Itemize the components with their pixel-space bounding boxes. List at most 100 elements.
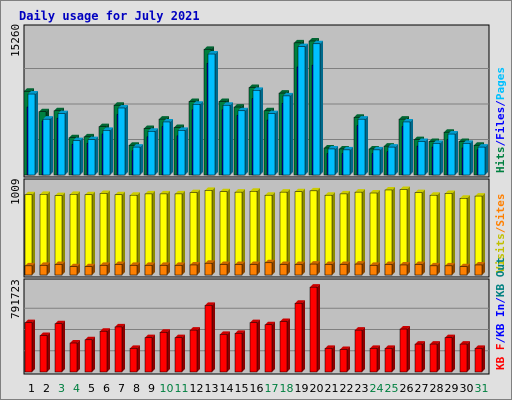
bar-kb-f-day-6-side [107,328,110,372]
panel-2-legend-item: Sites [494,194,507,227]
bar-visits-day-4-face [69,194,78,276]
bar-visits-day-12-side [197,189,200,275]
bar-kb-f-day-16-top [250,319,260,323]
bar-sites-day-24-side [377,262,380,275]
bar-sites-day-21-face [324,264,333,276]
x-tick-label-day-3: 3 [58,382,65,395]
bar-kb-f-day-30-side [467,341,470,372]
bar-pages-day-26-side [410,118,413,175]
bar-kb-f-day-11 [174,334,185,373]
bar-sites-day-26-face [399,264,408,276]
bar-kb-f-day-20-top [310,284,320,288]
x-tick-label-day-30: 30 [460,382,474,395]
bar-hits-day-20-top [309,38,319,42]
bar-visits-day-10-top [160,190,170,194]
bar-visits-day-5-side [92,191,95,275]
panel-2-legend-item: Visits [494,233,507,273]
bar-pages-day-13-face [207,53,216,176]
bar-pages-day-21 [327,145,338,176]
bar-kb-f-day-24-top [370,345,380,349]
bar-pages-day-24 [372,146,383,176]
bar-pages-day-11-side [185,127,188,175]
bar-visits-day-4-side [77,191,80,275]
bar-pages-day-19-top [298,43,308,47]
bar-kb-f-day-26-side [407,326,410,372]
panel-3-legend-item: / [494,297,507,304]
bar-hits-day-17-top [264,107,274,111]
bar-sites-day-3-side [62,261,65,275]
bar-visits-day-30-face [459,198,468,276]
bar-visits-day-11-side [182,190,185,275]
bar-sites-day-28-top [430,262,440,266]
bar-kb-f-day-12-side [197,327,200,372]
bar-sites-day-31-face [474,264,483,276]
bar-kb-f-day-18-top [280,318,290,322]
bar-pages-day-23 [357,116,368,176]
bar-kb-f-day-5-top [85,336,95,340]
bar-sites-day-7-side [122,261,125,275]
bar-pages-day-16-top [253,87,263,91]
bar-pages-day-28 [432,140,443,176]
bar-visits-day-2-side [47,191,50,275]
bar-kb-f-day-20 [309,284,320,373]
bar-pages-day-30 [462,140,473,176]
bar-kb-f-day-10-top [160,329,170,333]
bar-pages-day-27-side [425,138,428,175]
bar-pages-day-10-top [163,118,173,122]
x-tick-label-day-16: 16 [250,382,264,395]
bar-visits-day-18 [279,189,290,276]
bar-pages-day-23-side [365,116,368,175]
bar-kb-f-day-25 [384,345,395,373]
bar-hits-day-1-top [24,88,34,92]
bar-visits-day-18-side [287,189,290,275]
bar-visits-day-19-top [295,188,305,192]
bar-sites-day-29-face [444,265,453,276]
bar-sites-day-5-top [85,263,95,267]
bar-kb-f-day-30 [459,341,470,373]
x-tick-label-day-18: 18 [280,382,294,395]
bar-visits-day-19-side [302,188,305,275]
bar-sites-day-1 [24,262,35,276]
bar-pages-day-30-face [462,143,471,176]
bar-kb-f-day-12-face [189,329,198,373]
bar-kb-f-day-31-side [482,345,485,372]
bar-pages-day-17-side [275,110,278,175]
bar-pages-day-8-top [133,144,143,148]
bar-sites-day-21-side [332,261,335,275]
bar-visits-day-21-top [325,192,335,196]
bar-visits-day-29-face [444,193,453,276]
bar-pages-day-7-top [118,105,128,109]
bar-kb-f-day-9 [144,334,155,373]
bar-kb-f-day-30-face [459,343,468,373]
bar-pages-day-5 [87,136,98,176]
bar-sites-day-6-side [107,262,110,275]
panel-3-ymax-label: 791723 [9,279,22,319]
bar-kb-f-day-15 [234,330,245,373]
bar-visits-day-29-side [452,190,455,275]
bar-pages-day-12-top [193,101,203,105]
bar-sites-day-14-face [219,264,228,276]
x-tick-label-day-9: 9 [148,382,155,395]
bar-pages-day-11-face [177,130,186,176]
bar-visits-day-15-side [242,189,245,275]
x-tick-label-day-31: 31 [475,382,489,395]
bar-pages-day-21-face [327,148,336,176]
bar-visits-day-26 [399,186,410,276]
bar-sites-day-8 [129,262,140,276]
bar-kb-f-day-16-side [257,319,260,372]
bar-pages-day-31 [477,144,488,176]
panel-2: 1009 Visits/Sites [9,178,507,278]
bar-sites-day-1-face [24,265,33,276]
bar-visits-day-5-top [85,191,95,195]
bar-visits-day-23-top [355,189,365,193]
bar-kb-f-day-5 [84,336,95,373]
bar-visits-day-18-top [280,189,290,193]
bar-hits-day-9-top [144,125,154,129]
bar-visits-day-12-top [190,189,200,193]
bar-kb-f-day-1-face [24,322,33,373]
bar-visits-day-9 [144,190,155,276]
bar-sites-day-14-side [227,261,230,275]
bar-kb-f-day-8-side [137,345,140,372]
bar-pages-day-26 [402,118,413,176]
bar-pages-day-1-side [35,91,38,175]
